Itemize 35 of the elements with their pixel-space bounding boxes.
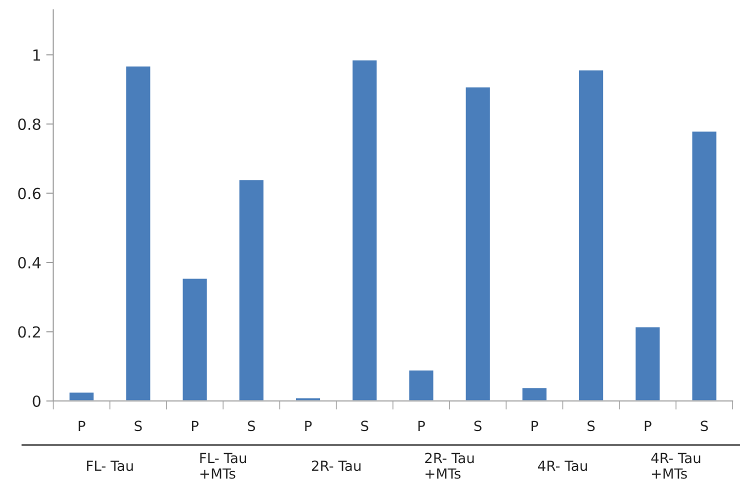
y-tick-label: 1 xyxy=(33,49,40,61)
x-tick-label: P xyxy=(532,420,538,431)
y-tick-label: 0 xyxy=(32,395,40,407)
text: FL- Tau +MTs xyxy=(200,452,246,479)
x-tick-label: P xyxy=(418,420,425,431)
text: 2R- Tau +MTs xyxy=(425,452,474,479)
bar xyxy=(68,391,96,401)
x-tick-label: S xyxy=(361,420,368,432)
text: 2R- Tau xyxy=(312,460,360,472)
bar xyxy=(351,58,378,401)
x-tick-label: S xyxy=(248,420,256,432)
text: 4R- Tau +MTs xyxy=(651,452,700,479)
y-tick-label: 0.2 xyxy=(18,326,40,338)
text: FL- Tau xyxy=(87,460,133,472)
y-tick-label: 0.6 xyxy=(18,188,41,200)
x-tick-label: P xyxy=(305,420,312,431)
y-tick-label: 0.8 xyxy=(18,118,40,130)
x-tick-label: P xyxy=(192,420,199,431)
x-tick-label: S xyxy=(474,420,482,432)
bar xyxy=(521,386,548,401)
bar xyxy=(578,68,605,401)
x-tick-label: S xyxy=(134,420,142,432)
bar xyxy=(181,277,208,401)
bar xyxy=(464,86,492,401)
x-tick-label: P xyxy=(78,420,86,431)
bar xyxy=(690,130,718,401)
bar xyxy=(124,65,152,401)
bar xyxy=(634,326,662,401)
x-tick-label: S xyxy=(700,420,708,432)
x-tick-label: P xyxy=(644,420,652,431)
bar xyxy=(238,178,265,401)
bar xyxy=(408,369,435,401)
text: 4R- Tau xyxy=(538,460,587,472)
y-tick-label: 0.4 xyxy=(18,256,41,269)
x-tick-label: S xyxy=(588,420,595,432)
